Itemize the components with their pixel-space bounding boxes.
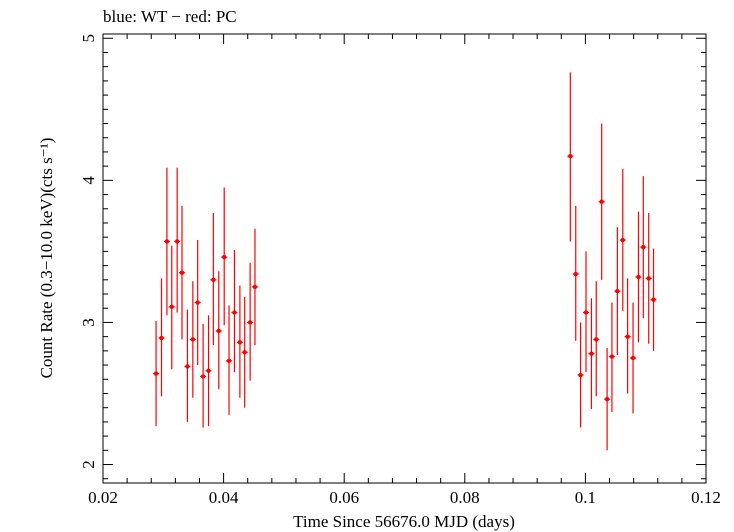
data-marker bbox=[609, 354, 615, 359]
data-point bbox=[178, 205, 185, 340]
data-marker bbox=[232, 310, 237, 315]
data-point bbox=[205, 315, 212, 427]
data-point bbox=[624, 278, 631, 394]
data-point bbox=[174, 167, 181, 313]
data-point bbox=[200, 323, 207, 428]
x-tick-label: 0.04 bbox=[209, 488, 239, 507]
data-marker bbox=[216, 328, 221, 334]
x-tick-label: 0.1 bbox=[575, 488, 596, 507]
data-point bbox=[247, 262, 254, 381]
data-marker bbox=[636, 274, 641, 280]
y-tick-label: 2 bbox=[79, 460, 98, 469]
data-point bbox=[194, 240, 201, 366]
data-marker bbox=[226, 358, 232, 364]
data-point bbox=[153, 321, 160, 427]
data-point bbox=[604, 348, 611, 451]
data-marker bbox=[615, 288, 620, 294]
data-marker bbox=[651, 297, 656, 302]
data-point bbox=[241, 296, 248, 408]
chart-title: blue: WT − red: PC bbox=[103, 7, 237, 26]
data-marker bbox=[242, 350, 247, 355]
data-marker bbox=[641, 244, 646, 250]
data-point bbox=[215, 271, 222, 390]
y-axis-label: Count Rate (0.3−10.0 keV)(cts s⁻¹) bbox=[37, 138, 56, 379]
data-marker bbox=[594, 337, 599, 342]
y-tick-label: 5 bbox=[79, 34, 98, 43]
data-marker bbox=[630, 355, 636, 361]
data-marker bbox=[211, 277, 216, 283]
data-marker bbox=[200, 374, 206, 379]
x-tick-label: 0.02 bbox=[88, 488, 118, 507]
data-marker bbox=[206, 368, 211, 373]
data-point bbox=[189, 281, 196, 398]
data-point bbox=[614, 227, 621, 356]
data-marker bbox=[195, 300, 200, 305]
data-marker bbox=[222, 254, 227, 260]
data-point bbox=[231, 249, 238, 373]
data-marker bbox=[247, 320, 253, 325]
data-point bbox=[619, 168, 626, 312]
data-point bbox=[608, 302, 615, 412]
data-point bbox=[593, 281, 600, 397]
x-tick-label: 0.06 bbox=[329, 488, 359, 507]
data-marker bbox=[179, 270, 185, 275]
data-marker bbox=[237, 340, 243, 345]
data-marker bbox=[625, 334, 630, 339]
data-point bbox=[163, 167, 170, 316]
x-tick-label: 0.08 bbox=[450, 488, 480, 507]
data-point bbox=[572, 205, 579, 341]
y-tick-label: 4 bbox=[79, 176, 98, 185]
data-marker bbox=[174, 239, 180, 244]
data-point bbox=[158, 278, 165, 397]
data-marker bbox=[589, 351, 594, 356]
data-marker bbox=[604, 396, 610, 402]
data-marker bbox=[646, 276, 651, 281]
data-marker bbox=[190, 337, 196, 342]
data-point bbox=[184, 309, 191, 422]
data-marker bbox=[185, 364, 190, 369]
data-point bbox=[236, 285, 243, 398]
x-axis-label: Time Since 56676.0 MJD (days) bbox=[293, 512, 515, 531]
data-point bbox=[251, 228, 258, 346]
data-marker bbox=[164, 239, 170, 244]
data-point bbox=[583, 251, 590, 373]
data-marker bbox=[252, 284, 258, 290]
data-point bbox=[645, 213, 652, 344]
data-marker bbox=[583, 310, 589, 315]
x-tick-label: 0.12 bbox=[691, 488, 721, 507]
data-point bbox=[650, 248, 657, 351]
axis-ticks bbox=[102, 34, 707, 483]
data-marker bbox=[573, 271, 578, 277]
data-point bbox=[226, 305, 233, 415]
data-point bbox=[168, 245, 175, 370]
data-marker bbox=[568, 153, 573, 159]
data-point bbox=[577, 322, 584, 428]
data-point bbox=[598, 123, 605, 280]
data-marker bbox=[578, 372, 583, 378]
series-pc bbox=[153, 72, 657, 451]
data-point bbox=[635, 211, 642, 343]
data-point bbox=[630, 302, 637, 414]
data-marker bbox=[153, 371, 159, 376]
axis-tick-labels: 0.02 0.04 0.06 0.08 0.1 0.12 2 3 4 5 bbox=[79, 34, 721, 507]
data-point bbox=[210, 213, 217, 346]
data-point bbox=[588, 298, 595, 410]
data-marker bbox=[169, 304, 174, 310]
data-series bbox=[153, 72, 657, 451]
data-point bbox=[567, 72, 574, 242]
data-point bbox=[640, 176, 647, 319]
y-tick-label: 3 bbox=[79, 318, 98, 327]
data-marker bbox=[599, 199, 604, 204]
plot-frame bbox=[102, 33, 707, 484]
data-marker bbox=[620, 237, 625, 243]
data-marker bbox=[159, 335, 164, 341]
data-point bbox=[221, 187, 228, 326]
